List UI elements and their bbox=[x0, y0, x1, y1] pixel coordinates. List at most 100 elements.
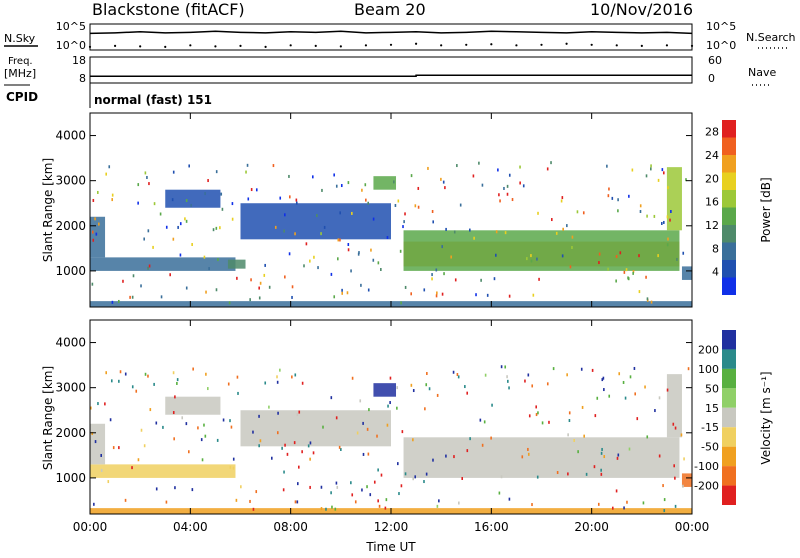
time-tick-label: 08:00 bbox=[273, 520, 308, 534]
nsearch-point bbox=[540, 43, 543, 46]
velocity-speckle bbox=[176, 378, 179, 382]
power-colorbar-tick: 20 bbox=[705, 172, 719, 185]
power-region bbox=[403, 230, 680, 271]
power-speckle bbox=[169, 273, 171, 277]
velocity-speckle bbox=[331, 505, 333, 509]
velocity-ytick-label: 2000 bbox=[55, 426, 86, 440]
velocity-region bbox=[165, 396, 221, 415]
velocity-speckle bbox=[294, 373, 297, 377]
power-speckle bbox=[305, 242, 308, 246]
velocity-speckle bbox=[457, 375, 460, 379]
power-speckle bbox=[159, 212, 162, 216]
power-region bbox=[240, 203, 391, 240]
power-speckle bbox=[646, 297, 649, 301]
power-speckle bbox=[203, 255, 206, 259]
velocity-speckle bbox=[568, 419, 571, 423]
velocity-speckle bbox=[481, 443, 484, 447]
velocity-colorbar-band bbox=[722, 427, 736, 447]
nave-label: Nave bbox=[748, 66, 776, 79]
velocity-speckle bbox=[172, 411, 175, 415]
power-speckle bbox=[481, 183, 484, 187]
time-tick-label: 16:00 bbox=[474, 520, 509, 534]
velocity-region bbox=[666, 374, 682, 438]
velocity-region bbox=[90, 464, 236, 478]
velocity-speckle bbox=[336, 485, 339, 489]
velocity-speckle bbox=[484, 373, 487, 377]
velocity-speckle bbox=[153, 382, 155, 386]
velocity-speckle bbox=[340, 447, 342, 451]
power-speckle bbox=[650, 164, 652, 168]
power-speckle bbox=[94, 217, 96, 221]
power-speckle bbox=[417, 186, 420, 190]
power-speckle bbox=[207, 179, 209, 183]
velocity-speckle bbox=[90, 406, 92, 410]
velocity-speckle bbox=[624, 396, 627, 400]
velocity-speckle bbox=[155, 487, 158, 491]
velocity-speckle bbox=[109, 418, 112, 422]
power-speckle bbox=[645, 275, 647, 279]
power-colorbar-band bbox=[722, 225, 736, 243]
power-speckle bbox=[555, 231, 558, 235]
power-speckle bbox=[666, 215, 669, 219]
velocity-speckle bbox=[191, 488, 194, 492]
power-speckle bbox=[639, 204, 642, 208]
power-speckle bbox=[255, 188, 258, 192]
velocity-speckle bbox=[658, 454, 661, 458]
velocity-speckle bbox=[335, 416, 338, 420]
velocity-speckle bbox=[663, 509, 666, 513]
velocity-speckle bbox=[504, 365, 507, 369]
power-speckle bbox=[172, 170, 175, 174]
power-speckle bbox=[279, 196, 282, 200]
velocity-region bbox=[681, 473, 692, 487]
time-tick-label: 04:00 bbox=[173, 520, 208, 534]
power-speckle bbox=[619, 251, 622, 255]
power-speckle bbox=[380, 268, 382, 272]
freq-unit-label: [MHz] bbox=[4, 67, 36, 80]
power-speckle bbox=[607, 267, 609, 271]
power-speckle bbox=[582, 211, 585, 215]
velocity-speckle bbox=[330, 491, 332, 495]
power-colorbar-tick: 28 bbox=[705, 126, 719, 139]
nsearch-point bbox=[239, 44, 242, 47]
power-speckle bbox=[333, 173, 335, 177]
power-speckle bbox=[432, 220, 435, 224]
velocity-speckle bbox=[666, 388, 669, 392]
power-colorbar-tick: 16 bbox=[705, 196, 719, 209]
velocity-speckle bbox=[258, 414, 260, 418]
velocity-speckle bbox=[131, 385, 134, 389]
power-speckle bbox=[367, 201, 370, 205]
velocity-speckle bbox=[174, 486, 176, 490]
velocity-speckle bbox=[298, 410, 301, 414]
power-speckle bbox=[526, 257, 528, 261]
nsky-line bbox=[89, 30, 693, 35]
velocity-speckle bbox=[556, 471, 559, 475]
nsearch-point bbox=[565, 42, 568, 45]
nsearch-point bbox=[164, 45, 167, 48]
velocity-speckle bbox=[197, 426, 199, 430]
nsearch-point bbox=[490, 43, 493, 46]
power-speckle bbox=[361, 188, 363, 192]
power-speckle bbox=[231, 217, 234, 221]
power-speckle bbox=[188, 164, 190, 168]
velocity-speckle bbox=[386, 423, 389, 427]
velocity-region bbox=[240, 410, 391, 447]
velocity-speckle bbox=[249, 499, 251, 503]
power-speckle bbox=[530, 259, 533, 263]
power-speckle bbox=[431, 209, 434, 213]
power-speckle bbox=[346, 291, 349, 295]
power-speckle bbox=[148, 182, 150, 186]
velocity-colorbar-tick: -100 bbox=[694, 460, 719, 473]
velocity-colorbar-band bbox=[722, 368, 736, 389]
power-colorbar-band bbox=[722, 260, 736, 278]
power-speckle bbox=[662, 171, 665, 175]
velocity-speckle bbox=[527, 373, 530, 377]
nsky-tick-bottom: 10^0 bbox=[56, 39, 86, 52]
velocity-speckle bbox=[264, 381, 267, 385]
velocity-speckle bbox=[412, 389, 415, 393]
velocity-ytick-label: 1000 bbox=[55, 471, 86, 485]
power-speckle bbox=[511, 198, 514, 202]
velocity-speckle bbox=[368, 408, 370, 412]
power-region bbox=[165, 189, 221, 208]
velocity-speckle bbox=[174, 395, 176, 399]
velocity-colorbar: 200 100 50 15 -15 -50 -100 -200 bbox=[694, 330, 736, 505]
